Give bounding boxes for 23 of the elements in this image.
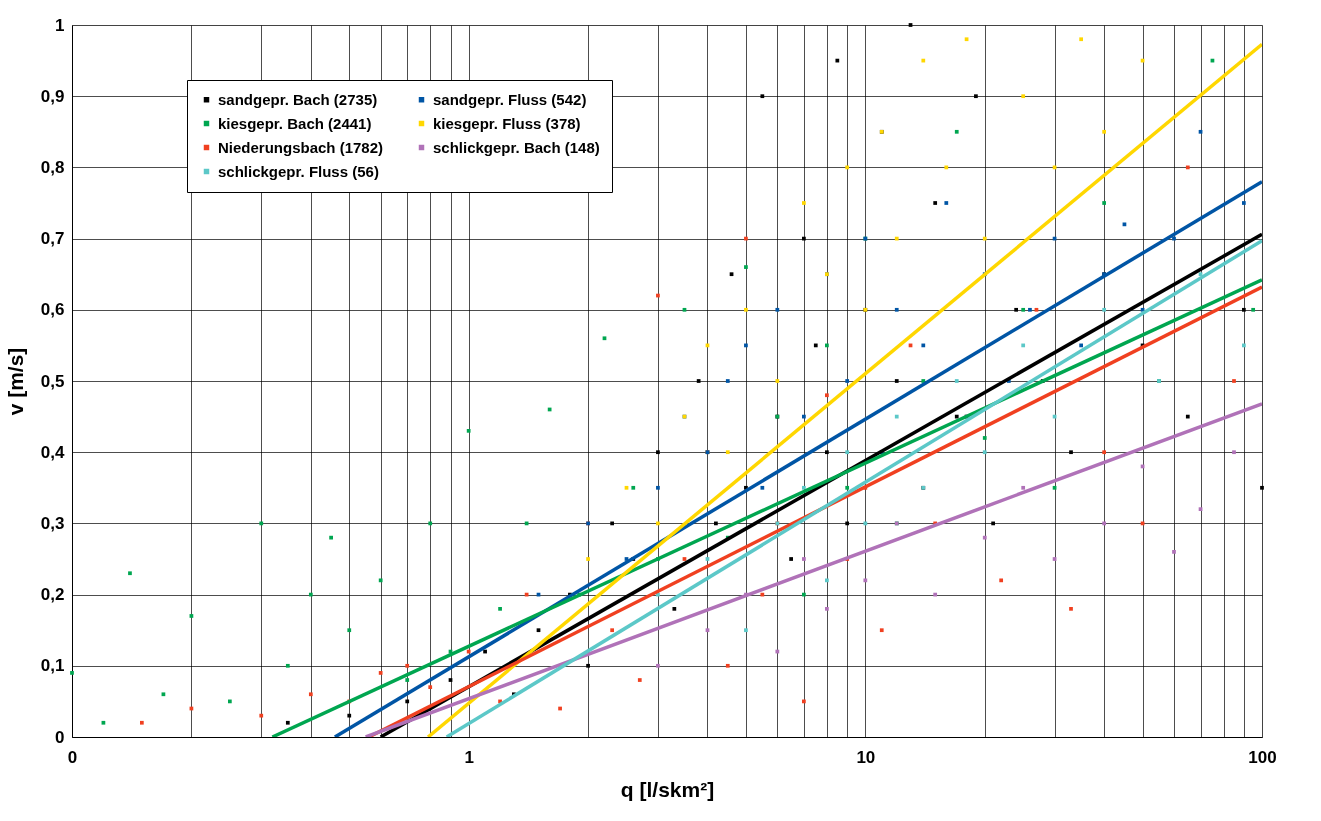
legend-label: sandgepr. Bach (2735) (218, 90, 378, 108)
y-tick-label: 0 (55, 727, 65, 747)
y-tick-label: 0,3 (40, 513, 65, 533)
legend-label: Niederungsbach (1782) (218, 138, 384, 156)
x-tick-label: 100 (1248, 747, 1277, 767)
x-axis-title: q [l/skm²] (620, 777, 715, 801)
legend-label: kiesgepr. Bach (2441) (218, 114, 372, 132)
legend-label: kiesgepr. Fluss (378) (433, 114, 581, 132)
x-tick-label: 10 (856, 747, 876, 767)
y-tick-label: 0,4 (40, 442, 66, 462)
legend-label: schlickgepr. Fluss (56) (218, 162, 379, 180)
x-tick-label: 1 (464, 747, 474, 767)
y-axis-title: v [m/s] (3, 347, 27, 416)
y-tick-label: 1 (55, 15, 65, 35)
y-tick-label: 0,1 (40, 656, 65, 676)
y-tick-label: 0,9 (40, 86, 65, 106)
y-tick-label: 0,5 (40, 371, 65, 391)
y-tick-label: 0,7 (40, 229, 65, 249)
legend-label: schlickgepr. Bach (148) (433, 138, 600, 156)
y-tick-label: 0,2 (40, 585, 65, 605)
legend-label: sandgepr. Fluss (542) (433, 90, 587, 108)
y-tick-label: 0,6 (40, 300, 65, 320)
y-tick-label: 0,8 (40, 157, 65, 177)
